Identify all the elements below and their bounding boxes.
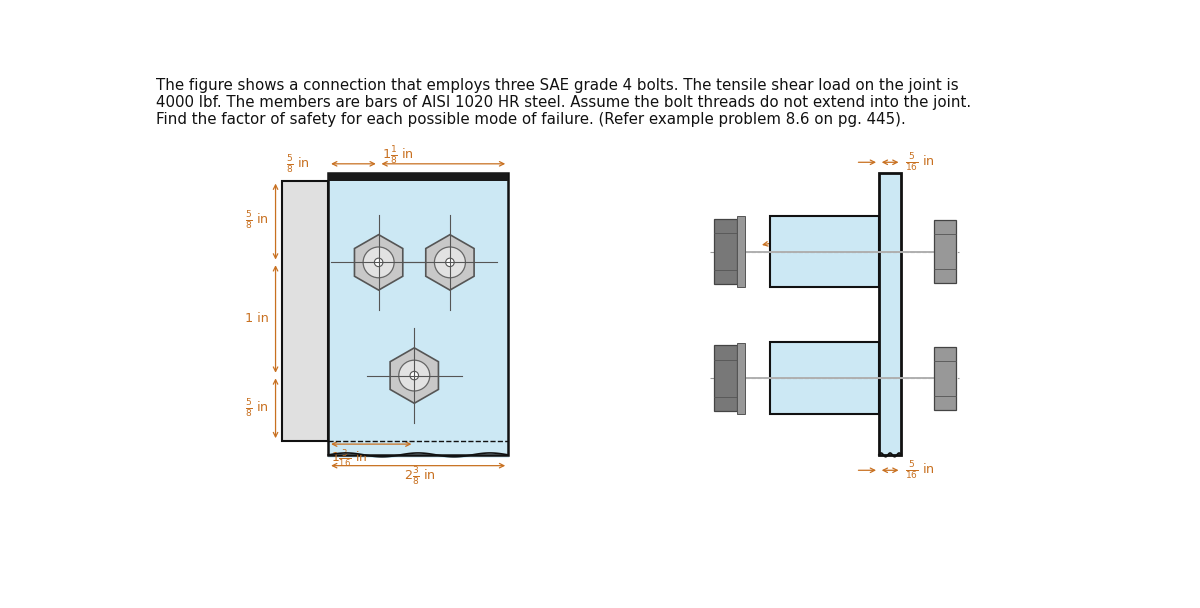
Circle shape bbox=[374, 258, 383, 267]
Bar bbox=[329, 173, 508, 455]
Text: $\frac{5}{8}$ in: $\frac{5}{8}$ in bbox=[246, 397, 269, 420]
Text: $2\frac{3}{8}$ in: $2\frac{3}{8}$ in bbox=[404, 466, 436, 488]
Text: The figure shows a connection that employs three SAE grade 4 bolts. The tensile : The figure shows a connection that emplo… bbox=[156, 78, 971, 128]
Bar bbox=[282, 181, 329, 441]
Bar bbox=[738, 216, 745, 287]
Circle shape bbox=[364, 247, 394, 278]
Polygon shape bbox=[390, 348, 438, 403]
Circle shape bbox=[410, 371, 419, 380]
Circle shape bbox=[434, 247, 466, 278]
Bar bbox=[738, 343, 745, 414]
Text: $\frac{1}{4}$ in-20 UNC: $\frac{1}{4}$ in-20 UNC bbox=[763, 223, 864, 246]
Polygon shape bbox=[354, 235, 403, 290]
Text: $\frac{5}{8}$ in: $\frac{5}{8}$ in bbox=[246, 209, 269, 231]
Text: $\frac{5}{16}$ in: $\frac{5}{16}$ in bbox=[905, 151, 935, 173]
Polygon shape bbox=[426, 235, 474, 290]
Text: $\frac{5}{16}$ in: $\frac{5}{16}$ in bbox=[905, 459, 935, 482]
Circle shape bbox=[445, 258, 454, 267]
Bar bbox=[934, 347, 955, 410]
Bar bbox=[770, 216, 878, 287]
Text: $1\frac{3}{16}$ in: $1\frac{3}{16}$ in bbox=[331, 447, 367, 469]
Text: $\frac{5}{8}$ in: $\frac{5}{8}$ in bbox=[286, 153, 310, 175]
Bar bbox=[934, 221, 955, 283]
Circle shape bbox=[398, 360, 430, 391]
Text: 1 in: 1 in bbox=[246, 313, 269, 325]
Text: $1\frac{1}{8}$ in: $1\frac{1}{8}$ in bbox=[382, 144, 414, 167]
Bar bbox=[878, 173, 901, 455]
Bar bbox=[329, 173, 508, 181]
Bar bbox=[714, 219, 738, 284]
Bar bbox=[714, 345, 738, 411]
Bar bbox=[770, 342, 878, 414]
